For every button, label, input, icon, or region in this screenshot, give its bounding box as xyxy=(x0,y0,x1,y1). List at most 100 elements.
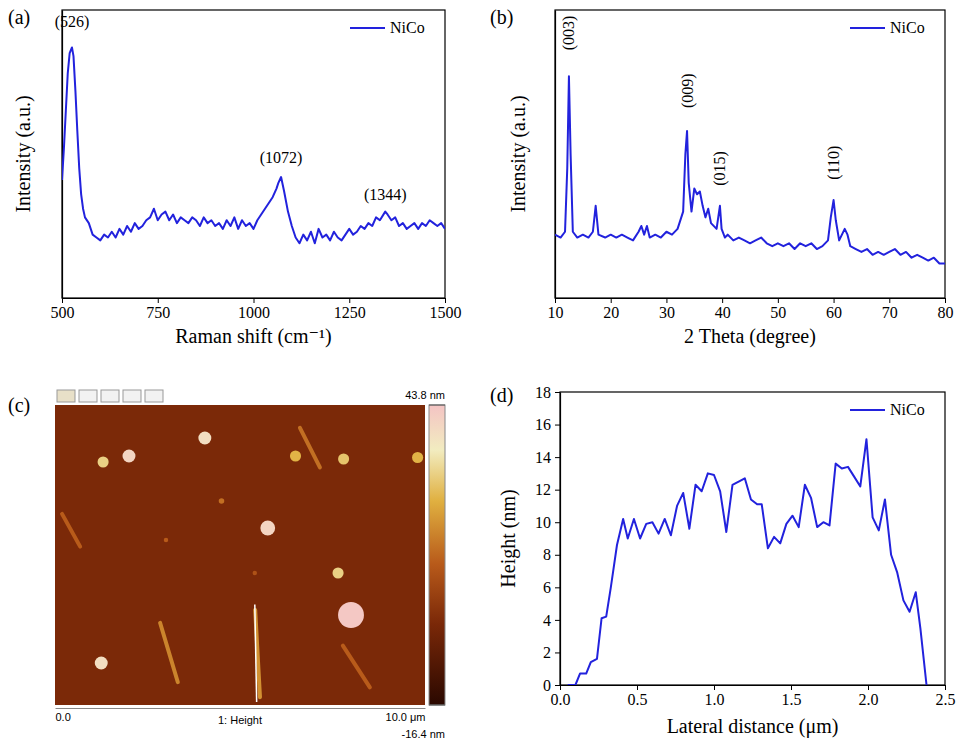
tick-mark xyxy=(722,298,723,303)
tick: 0.0 xyxy=(551,685,571,708)
tick-mark xyxy=(555,425,560,426)
tick-mark xyxy=(555,620,560,621)
tick-label: 1000 xyxy=(238,304,270,321)
panel-label: (c) xyxy=(8,394,30,417)
x-axis-title: 2 Theta (degree) xyxy=(684,325,816,348)
data-line xyxy=(568,439,927,685)
plot-area xyxy=(568,439,927,685)
tick-mark xyxy=(889,298,890,303)
image-area xyxy=(55,405,425,705)
tick-mark xyxy=(791,685,792,690)
tick-label: 2 xyxy=(543,644,551,661)
annotation: (526) xyxy=(55,13,90,31)
panel: 43.8 nm-16.4 nm0.010.0 μm1: Height xyxy=(55,389,445,740)
tick-mark xyxy=(555,298,556,303)
particle xyxy=(219,498,225,504)
axis: 1020304050607080 xyxy=(548,298,954,321)
tick: 20 xyxy=(603,298,619,321)
tick-label: 0.5 xyxy=(628,691,648,708)
tick-mark xyxy=(555,457,560,458)
tick-label: 70 xyxy=(882,304,898,321)
plot-area xyxy=(555,76,945,263)
tick: 10 xyxy=(548,298,564,321)
tick: 6 xyxy=(543,579,560,596)
particle xyxy=(95,657,108,670)
tick-label: 60 xyxy=(826,304,842,321)
image-background xyxy=(55,405,425,705)
legend-swatch xyxy=(850,27,885,29)
tick: 10.0 μm xyxy=(386,708,426,723)
tick-label: 18 xyxy=(535,384,551,401)
tick-label: 20 xyxy=(603,304,619,321)
plot-frame xyxy=(62,10,445,298)
axis-line xyxy=(556,298,946,299)
axis-line xyxy=(561,685,946,686)
axis xyxy=(555,11,556,299)
legend-label: NiCo xyxy=(890,401,925,418)
tick-label: 1.0 xyxy=(705,691,725,708)
particle xyxy=(98,456,109,467)
x-axis-title: Lateral distance (μm) xyxy=(667,715,839,738)
tick-mark xyxy=(834,298,835,303)
particle xyxy=(338,602,364,628)
particle xyxy=(290,450,301,461)
tick-mark xyxy=(555,555,560,556)
tick: 18 xyxy=(535,384,560,401)
tick-label: 0.0 xyxy=(551,691,571,708)
particle xyxy=(338,453,349,464)
tick-label: 1250 xyxy=(334,304,366,321)
tick-label: 50 xyxy=(770,304,786,321)
panel: 0.00.51.01.52.02.5024681012141618NiCoLat… xyxy=(497,384,956,738)
particle xyxy=(123,450,136,463)
tick-label: 1.5 xyxy=(782,691,802,708)
tick: 70 xyxy=(882,298,898,321)
tick-mark xyxy=(868,685,869,690)
legend-label: NiCo xyxy=(890,19,925,36)
tick: 40 xyxy=(715,298,731,321)
colorbar-tick xyxy=(429,705,445,706)
particle xyxy=(164,538,168,542)
tick: 0.0 xyxy=(56,708,71,723)
tick-mark xyxy=(254,298,255,303)
annotation: (003) xyxy=(560,16,578,51)
tick-mark xyxy=(714,685,715,690)
particle xyxy=(260,521,275,536)
tick-label: 12 xyxy=(535,481,551,498)
particle xyxy=(198,432,211,445)
tick-label: 500 xyxy=(51,304,75,321)
axis: 500750100012501500 xyxy=(51,298,462,321)
y-axis-title: Height (nm) xyxy=(497,489,520,587)
tick: 50 xyxy=(770,298,786,321)
tick-mark xyxy=(62,298,63,303)
axis-line xyxy=(560,393,561,686)
colorbar-label: -16.4 nm xyxy=(402,728,445,740)
annotation: (110) xyxy=(825,146,843,180)
tick: 0.5 xyxy=(628,685,648,708)
tick-label: 14 xyxy=(535,449,551,466)
tick-label: 10 xyxy=(548,304,564,321)
tick-mark xyxy=(555,652,560,653)
tick-label: 750 xyxy=(146,304,170,321)
annotation: (1344) xyxy=(364,186,407,204)
tick-label: 4 xyxy=(543,612,551,629)
tick-mark xyxy=(349,298,350,303)
tick-mark xyxy=(555,522,560,523)
tick: 1.0 xyxy=(705,685,725,708)
plot-area xyxy=(62,47,445,243)
tick-label: 10.0 μm xyxy=(386,711,426,723)
tick-label: 0.0 xyxy=(56,711,71,723)
tick: 4 xyxy=(543,612,560,629)
panel-label: (a) xyxy=(8,6,30,29)
colorbar-tick xyxy=(429,405,445,406)
toolbar-button xyxy=(101,390,119,402)
figure: 500750100012501500(526)(1072)(1344)NiCoR… xyxy=(0,0,967,744)
axis: 0.00.51.01.52.02.5 xyxy=(551,685,956,708)
particle xyxy=(412,452,423,463)
tick: 8 xyxy=(543,546,560,563)
tick-label: 0 xyxy=(543,677,551,694)
tick-mark xyxy=(611,298,612,303)
tick-label: 2.5 xyxy=(936,691,956,708)
legend-label: NiCo xyxy=(390,19,425,36)
toolbar-button xyxy=(123,390,141,402)
toolbar-button xyxy=(145,390,163,402)
